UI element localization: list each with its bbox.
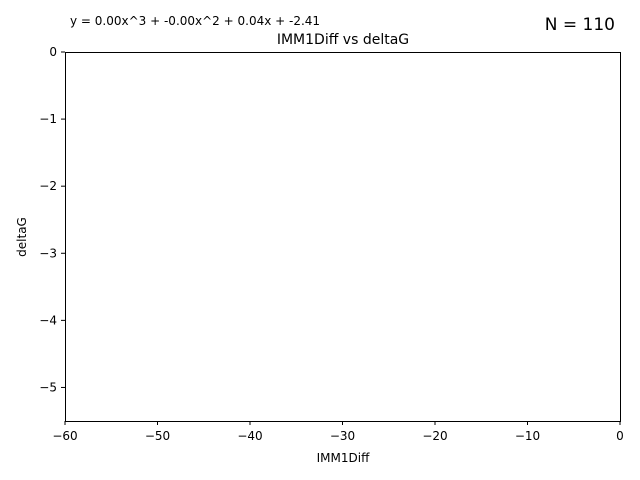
- x-tick-label: −20: [422, 429, 447, 443]
- x-tick-label: −30: [330, 429, 355, 443]
- y-tick-label: −3: [39, 246, 57, 260]
- x-tick-label: −50: [145, 429, 170, 443]
- sample-count-annotation: N = 110: [545, 15, 615, 35]
- chart-title: IMM1Diff vs deltaG: [277, 32, 409, 48]
- x-tick-label: −60: [52, 429, 77, 443]
- fit-equation-annotation: y = 0.00x^3 + -0.00x^2 + 0.04x + -2.41: [70, 14, 320, 28]
- x-axis-label: IMM1Diff: [317, 451, 370, 465]
- y-tick-label: 0: [49, 45, 57, 59]
- y-axis-label: deltaG: [15, 217, 29, 257]
- x-tick-label: −10: [515, 429, 540, 443]
- y-tick-label: −1: [39, 112, 57, 126]
- y-tick-label: −4: [39, 313, 57, 327]
- x-tick-label: −40: [237, 429, 262, 443]
- y-tick-label: −2: [39, 179, 57, 193]
- x-tick-label: 0: [616, 429, 624, 443]
- y-axis: 0 −1 −2 −3 −4 −5: [39, 45, 65, 394]
- x-axis: −60 −50 −40 −30 −20 −10 0: [52, 421, 624, 443]
- y-tick-label: −5: [39, 380, 57, 394]
